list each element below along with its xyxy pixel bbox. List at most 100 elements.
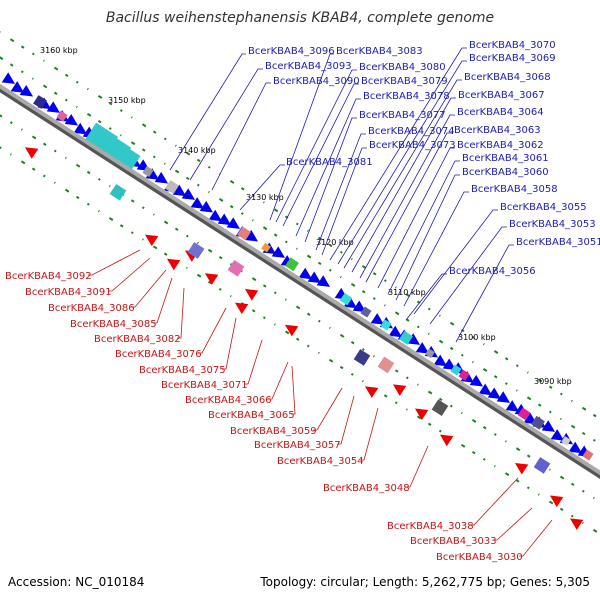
gene-label-3063: BcerKBAB4_3063	[454, 125, 541, 136]
gc-dot	[570, 482, 575, 487]
gc-dot	[185, 176, 190, 181]
gc-dot	[416, 325, 420, 329]
feature-box-grey	[142, 166, 154, 178]
leader-3076	[198, 307, 227, 354]
forward-cds-arrow	[415, 342, 430, 354]
gene-label-3068: BcerKBAB4_3068	[464, 72, 551, 83]
map-title: Bacillus weihenstephanensis KBAB4, compl…	[106, 10, 494, 26]
gc-dot	[306, 254, 312, 259]
gc-dot	[240, 187, 245, 191]
gc-dot	[20, 160, 26, 165]
gc-dot	[42, 174, 46, 178]
gc-dot	[262, 201, 265, 204]
gc-dot	[229, 205, 234, 209]
reverse-cds-arrow	[364, 386, 379, 398]
gc-dot	[130, 141, 136, 146]
gc-dot	[284, 240, 288, 244]
gc-dot	[262, 284, 267, 288]
gc-dot	[339, 365, 344, 370]
feature-box-pink	[517, 407, 531, 421]
gene-label-3080: BcerKBAB4_3080	[359, 62, 446, 73]
gene-label-3055: BcerKBAB4_3055	[500, 202, 587, 213]
gc-dot	[328, 243, 333, 248]
gene-label-3077: BcerKBAB4_3077	[359, 110, 446, 121]
leader-3033	[493, 507, 533, 541]
forward-cds-arrow	[496, 391, 511, 403]
forward-cds-arrow	[154, 171, 169, 184]
gc-dot	[471, 335, 475, 339]
gene-label-3064: BcerKBAB4_3064	[457, 107, 544, 118]
gc-dot	[306, 229, 309, 232]
gc-dot	[515, 447, 521, 452]
gc-dot	[559, 475, 565, 480]
feature-box-salmon	[237, 226, 251, 241]
gc-dot	[20, 128, 23, 131]
genome-summary-text: Topology: circular; Length: 5,262,775 bp…	[259, 575, 590, 589]
gene-label-3057: BcerKBAB4_3057	[254, 440, 341, 451]
gc-dot	[163, 220, 169, 225]
gc-dot	[86, 87, 89, 91]
gene-label-3056: BcerKBAB4_3056	[449, 266, 536, 277]
gc-dot	[548, 500, 554, 505]
gc-dot	[350, 373, 354, 376]
gc-dot	[273, 291, 277, 295]
backbone-line	[0, 83, 600, 476]
gc-dot	[240, 270, 243, 273]
gene-label-3059: BcerKBAB4_3059	[230, 426, 317, 437]
gc-dot	[42, 142, 47, 146]
gc-dot	[53, 66, 59, 71]
gc-dot	[0, 31, 1, 34]
leader-3051	[455, 244, 514, 343]
gc-dot	[317, 261, 322, 266]
gc-dot	[273, 233, 278, 237]
leader-3074	[315, 133, 366, 251]
gc-dot	[218, 197, 224, 202]
gc-dot	[163, 252, 168, 256]
feature-box-aqua	[399, 330, 413, 345]
reverse-cds-arrow	[392, 384, 407, 396]
gc-dot	[174, 169, 180, 174]
gene-label-3083: BcerKBAB4_3083	[336, 46, 423, 57]
gc-dot	[504, 472, 510, 477]
gc-dot	[394, 401, 398, 405]
gc-dot	[9, 153, 12, 156]
gc-dot	[284, 215, 289, 219]
forward-cds-arrow	[433, 354, 448, 367]
gc-dot	[284, 298, 287, 301]
gc-dot	[339, 250, 343, 254]
forward-gene-labels: BcerKBAB4_3096 BcerKBAB4_3093 BcerKBAB4_…	[248, 40, 600, 277]
forward-cds-arrow	[487, 387, 502, 400]
gc-dot	[152, 213, 155, 216]
gene-label-3030: BcerKBAB4_3030	[436, 552, 523, 563]
gc-dot	[207, 165, 211, 169]
gc-dot	[163, 162, 166, 165]
gene-label-3082: BcerKBAB4_3082	[94, 334, 181, 345]
gc-dot	[31, 77, 34, 80]
gc-dot	[372, 355, 375, 358]
accession-text: Accession: NC_010184	[8, 575, 144, 589]
forward-cds-arrow	[244, 229, 259, 242]
gc-dot	[537, 493, 540, 496]
gene-label-3058: BcerKBAB4_3058	[471, 184, 558, 195]
forward-label-leaders	[169, 47, 514, 343]
gc-dot	[53, 149, 57, 153]
feature-box-pink	[458, 369, 470, 381]
gene-label-3081: BcerKBAB4_3081	[286, 157, 373, 168]
gc-dot	[526, 486, 530, 490]
gc-dot	[592, 528, 598, 533]
gc-dot	[581, 406, 587, 411]
genome-backbone	[0, 83, 600, 479]
gc-dot	[0, 56, 4, 61]
gc-dot	[537, 378, 543, 383]
leader-3038	[470, 477, 519, 526]
tick-label-3110: 3110 kbp	[388, 288, 426, 297]
gene-label-3090: BcerKBAB4_3090	[273, 76, 360, 87]
gc-dot	[295, 337, 300, 341]
forward-cds-arrow	[172, 184, 187, 197]
gc-dot	[504, 382, 508, 385]
forward-cds-arrow	[316, 275, 331, 287]
gc-dot	[86, 202, 90, 206]
reverse-cds-arrow	[24, 147, 39, 159]
gc-dot	[515, 479, 520, 483]
reverse-cds-arrow	[284, 324, 299, 337]
